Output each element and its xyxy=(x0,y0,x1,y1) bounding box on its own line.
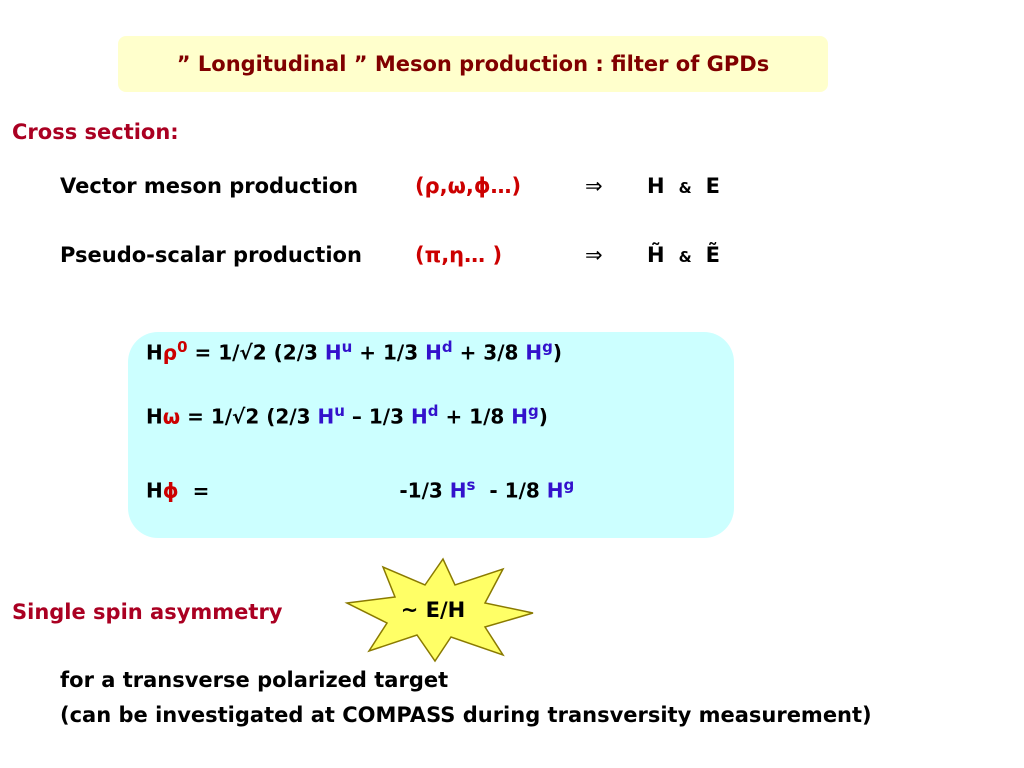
production-row: Pseudo-scalar production (π,η… ) ⇒ H̃ & Ẽ xyxy=(60,243,734,267)
gpd: H xyxy=(647,174,665,198)
particles: (ρ,ω,ϕ…) xyxy=(415,174,522,198)
equation-part: H xyxy=(511,404,529,429)
equation-part: H xyxy=(146,478,163,503)
superscript: u xyxy=(341,338,353,356)
equation-part: – 1/3 xyxy=(344,404,411,429)
superscript: g xyxy=(563,476,575,494)
equation-part: H xyxy=(324,340,342,365)
equation-part: H xyxy=(546,478,564,503)
equation: Hϕ = -1/3 Hs - 1/8 Hg xyxy=(146,476,574,503)
result: H & E xyxy=(647,174,734,198)
row-label: Pseudo-scalar production xyxy=(60,243,362,267)
section-heading: Cross section: xyxy=(12,120,179,144)
superscript: g xyxy=(528,402,539,420)
equation-part: H xyxy=(425,340,442,365)
production-row: Vector meson production (ρ,ω,ϕ…) ⇒ H & E xyxy=(60,174,734,198)
arrow: ⇒ xyxy=(585,174,603,198)
equation: Hω = 1/√2 (2/3 Hu – 1/3 Hd + 1/8 Hg) xyxy=(146,402,548,429)
equation-part: + 3/8 xyxy=(452,340,526,365)
star-burst: ~ E/H xyxy=(344,557,534,663)
star-text: ~ E/H xyxy=(401,598,466,622)
equation-part: = xyxy=(178,478,210,503)
text-line: (can be investigated at COMPASS during t… xyxy=(60,703,872,727)
equation-part: ρ xyxy=(162,340,178,365)
superscript: u xyxy=(334,402,345,420)
equation-part: + 1/8 xyxy=(438,404,512,429)
row-label: Vector meson production xyxy=(60,174,359,198)
equation: Hρ0 = 1/√2 (2/3 Hu + 1/3 Hd + 3/8 Hg) xyxy=(146,338,562,365)
equation-part: ϕ xyxy=(162,478,179,503)
equation-part: H xyxy=(525,340,543,365)
equation-part: + 1/3 xyxy=(352,340,426,365)
superscript: d xyxy=(441,338,453,356)
ampersand: & xyxy=(678,248,692,266)
equation-part: ω xyxy=(162,404,181,429)
superscript: 0 xyxy=(177,338,188,356)
superscript: d xyxy=(427,402,439,420)
ampersand: & xyxy=(678,179,692,197)
equation-part: ) xyxy=(538,404,548,429)
gpd: Ẽ xyxy=(705,243,721,267)
equation-part: ) xyxy=(552,340,563,365)
gpd: H̃ xyxy=(647,243,665,267)
section-heading: Single spin asymmetry xyxy=(12,600,283,624)
equation-part: = 1/√2 (2/3 xyxy=(180,404,318,429)
superscript: g xyxy=(542,338,553,356)
slide-title: ” Longitudinal ” Meson production : filt… xyxy=(118,36,828,92)
arrow: ⇒ xyxy=(585,243,603,267)
particles: (π,η… ) xyxy=(415,243,503,267)
superscript: s xyxy=(466,476,476,494)
star-shape xyxy=(344,557,534,663)
equation-box xyxy=(128,332,734,538)
equation-part: - 1/8 xyxy=(475,478,547,503)
equation-part: H xyxy=(146,404,163,429)
equation-part: -1/3 xyxy=(399,478,450,503)
text-line: for a transverse polarized target xyxy=(60,668,449,692)
result: H̃ & Ẽ xyxy=(647,243,734,267)
equation-part: H xyxy=(317,404,335,429)
equation-part: H xyxy=(449,478,467,503)
equation-part: H xyxy=(146,340,163,365)
equation-part: = 1/√2 (2/3 xyxy=(187,340,325,365)
equation-part: H xyxy=(410,404,428,429)
gpd: E xyxy=(705,174,721,198)
